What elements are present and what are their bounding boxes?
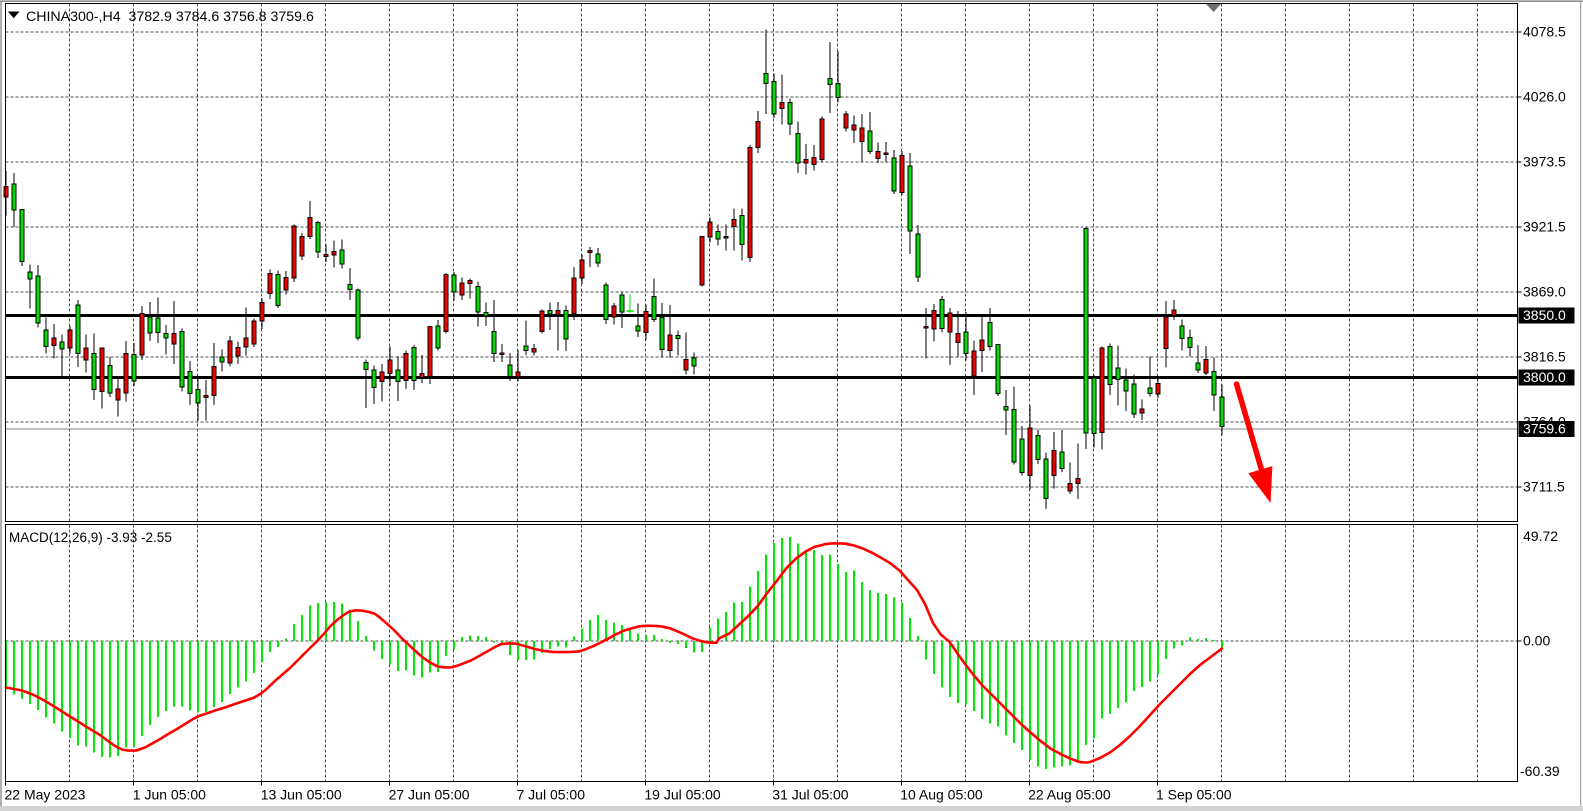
svg-text:10 Aug 05:00: 10 Aug 05:00 (900, 787, 983, 803)
svg-text:1 Sep 05:00: 1 Sep 05:00 (1156, 787, 1232, 803)
svg-text:31 Jul 05:00: 31 Jul 05:00 (772, 787, 848, 803)
svg-text:27 Jun 05:00: 27 Jun 05:00 (389, 787, 470, 803)
svg-text:3711.5: 3711.5 (1523, 479, 1565, 495)
svg-text:3816.5: 3816.5 (1523, 349, 1566, 365)
svg-text:3921.5: 3921.5 (1523, 219, 1566, 235)
svg-text:22 Aug 05:00: 22 Aug 05:00 (1028, 787, 1111, 803)
svg-text:3800.0: 3800.0 (1523, 369, 1566, 385)
svg-text:1 Jun 05:00: 1 Jun 05:00 (133, 787, 206, 803)
svg-text:-60.39: -60.39 (1520, 763, 1560, 779)
svg-text:7 Jul 05:00: 7 Jul 05:00 (517, 787, 586, 803)
svg-text:CHINA300-,H4 3782.9 3784.6 37: CHINA300-,H4 3782.9 3784.6 3756.8 3759.6 (26, 9, 314, 25)
svg-text:4078.5: 4078.5 (1523, 24, 1566, 40)
svg-text:49.72: 49.72 (1523, 528, 1558, 544)
svg-text:22 May 2023: 22 May 2023 (5, 787, 86, 803)
svg-text:19 Jul 05:00: 19 Jul 05:00 (644, 787, 720, 803)
svg-text:3973.5: 3973.5 (1523, 154, 1566, 170)
svg-text:13 Jun 05:00: 13 Jun 05:00 (261, 787, 342, 803)
svg-text:3759.6: 3759.6 (1523, 421, 1566, 437)
svg-text:0.00: 0.00 (1523, 633, 1550, 649)
svg-text:4026.0: 4026.0 (1523, 89, 1566, 105)
svg-text:3850.0: 3850.0 (1523, 307, 1566, 323)
svg-text:3869.0: 3869.0 (1523, 284, 1566, 300)
svg-text:MACD(12,26,9) -3.93 -2.55: MACD(12,26,9) -3.93 -2.55 (9, 530, 172, 545)
